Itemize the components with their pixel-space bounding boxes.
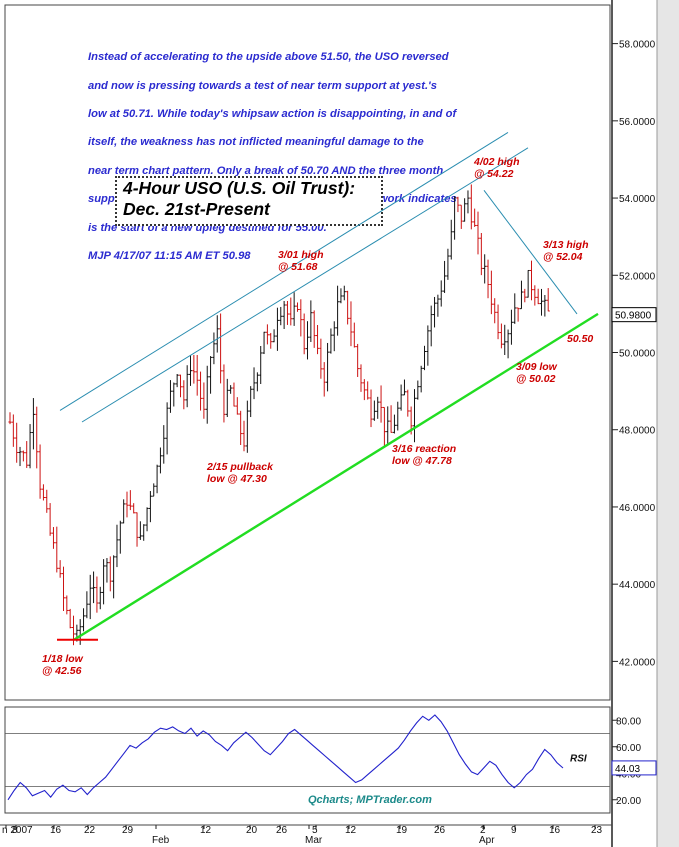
rsi-panel-frame [4, 706, 611, 814]
price-tick-label: 46.0000 [619, 503, 656, 514]
annotation-low-0309: 3/09 low [516, 361, 558, 373]
annotation-high-0313: @ 52.04 [543, 251, 583, 263]
price-tick-label: 48.0000 [619, 426, 656, 437]
last-price-label: 50.9800 [615, 311, 652, 322]
commentary-line: low at 50.71. While today's whipsaw acti… [88, 108, 457, 121]
x-tick-label: 12 [345, 825, 357, 836]
x-tick-label: 12 [200, 825, 212, 836]
x-tick-label: 20 [246, 825, 258, 836]
rsi-label: RSI [570, 753, 587, 764]
commentary-signature: MJP 4/17/07 11:15 AM ET 50.98 [88, 250, 251, 263]
annotation-low-0118: 1/18 low [42, 653, 84, 665]
annotation-pullback-0215: low @ 47.30 [207, 473, 267, 485]
rsi-tick-label: 20.00 [616, 796, 641, 807]
chart-title-line1: 4-Hour USO (U.S. Oil Trust): [123, 178, 356, 198]
chart-credit: Qcharts; MPTrader.com [308, 794, 432, 806]
annotation-support-level: 50.50 [567, 333, 593, 345]
annotation-reaction-0316: 3/16 reaction [392, 443, 456, 455]
x-tick-label: 5 [312, 825, 318, 836]
price-tick-label: 56.0000 [619, 117, 656, 128]
support-line [73, 312, 599, 641]
annotation-low-0309: @ 50.02 [516, 373, 556, 385]
commentary-line: and now is pressing towards a test of ne… [88, 79, 437, 92]
x-tick-label: n 2007 [2, 825, 33, 836]
x-tick-label: 26 [434, 825, 446, 836]
x-tick-label: Apr [479, 835, 495, 846]
x-tick-label: 8 [12, 825, 18, 836]
annotation-pullback-0215: 2/15 pullback [206, 461, 274, 473]
annotation-reaction-0316: low @ 47.78 [392, 455, 452, 467]
x-tick-label: 16 [549, 825, 561, 836]
commentary-line: itself, the weakness has not inflicted m… [88, 136, 424, 149]
chart-title-line2: Dec. 21st-Present [123, 199, 270, 219]
right-bevel [657, 0, 679, 847]
last-price-box [611, 307, 657, 323]
x-tick-label: Mar [305, 835, 323, 846]
price-tick-label: 58.0000 [619, 40, 656, 51]
x-tick-label: 2 [480, 825, 486, 836]
x-tick-label: 9 [511, 825, 517, 836]
commentary-line: Instead of accelerating to the upside ab… [88, 51, 449, 64]
x-tick-label: 23 [591, 825, 603, 836]
rsi-tick-label: 80.00 [616, 716, 641, 727]
annotation-low-0118: @ 42.56 [42, 665, 82, 677]
rsi-tick-label: 40.00 [616, 769, 641, 780]
x-tick-label: 16 [50, 825, 62, 836]
rsi-last-value-box [611, 760, 657, 776]
x-tick-label: Feb [152, 835, 170, 846]
price-tick-label: 44.0000 [619, 580, 656, 591]
price-tick-label: 42.0000 [619, 657, 656, 668]
x-tick-label: 22 [84, 825, 96, 836]
price-tick-label: 54.0000 [619, 194, 656, 205]
commentary-text: Instead of accelerating to the upside ab… [88, 36, 508, 277]
rsi-last-value-label: 44.03 [615, 764, 640, 775]
x-tick-label: 19 [396, 825, 408, 836]
annotation-high-0313: 3/13 high [543, 239, 589, 251]
price-tick-label: 52.0000 [619, 271, 656, 282]
x-tick-label: 29 [122, 825, 134, 836]
rsi-tick-label: 60.00 [616, 743, 641, 754]
price-tick-label: 50.0000 [619, 349, 656, 360]
x-tick-label: 26 [276, 825, 288, 836]
chart-title-box: 4-Hour USO (U.S. Oil Trust): Dec. 21st-P… [115, 176, 383, 226]
rsi-line [7, 714, 564, 801]
